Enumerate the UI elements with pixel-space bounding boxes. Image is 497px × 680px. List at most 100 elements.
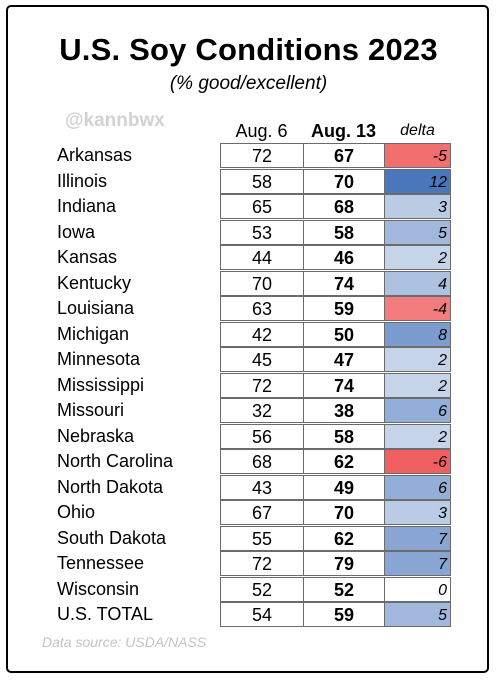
table-row: Minnesota 45 47 2: [0, 347, 497, 372]
aug13-value: 70: [303, 500, 385, 525]
table-row: Iowa 53 58 5: [0, 219, 497, 245]
column-header-delta: delta: [400, 122, 435, 139]
aug6-value: 43: [220, 474, 304, 500]
aug13-value: 74: [303, 270, 385, 296]
delta-value: -4: [384, 296, 451, 321]
delta-value: 6: [384, 398, 451, 423]
aug6-value: 56: [220, 423, 304, 449]
table-row: Ohio 67 70 3: [0, 500, 497, 525]
aug6-value: 70: [220, 270, 304, 296]
table-row: Nebraska 56 58 2: [0, 423, 497, 449]
delta-value: 7: [384, 551, 451, 576]
column-header-aug13: Aug. 13: [310, 121, 376, 141]
table-row: North Carolina 68 62 -6: [0, 449, 497, 474]
delta-value: 3: [384, 500, 451, 525]
delta-value: 5: [384, 219, 451, 245]
state-label: Missouri: [57, 400, 125, 420]
state-label: Wisconsin: [57, 578, 140, 599]
state-label: Indiana: [57, 196, 117, 216]
chart-title: U.S. Soy Conditions 2023: [59, 32, 438, 67]
column-header-aug6: Aug. 6: [235, 121, 288, 141]
state-label: Iowa: [57, 221, 96, 242]
aug13-value: 68: [303, 194, 385, 219]
aug13-value: 58: [303, 219, 385, 245]
aug6-value: 72: [220, 372, 304, 398]
state-label: Louisiana: [57, 298, 135, 318]
delta-value: 4: [384, 270, 451, 296]
aug6-value: 72: [220, 143, 304, 168]
aug13-value: 59: [303, 602, 385, 627]
state-label: Nebraska: [57, 425, 135, 446]
delta-value: -6: [384, 449, 451, 474]
aug6-value: 54: [220, 602, 304, 627]
state-label: Minnesota: [57, 349, 141, 369]
state-label: North Dakota: [57, 476, 164, 497]
aug13-value: 49: [303, 474, 385, 500]
delta-value: 5: [384, 602, 451, 627]
state-label: Ohio: [57, 502, 96, 522]
aug6-value: 32: [220, 398, 304, 423]
aug6-value: 68: [220, 449, 304, 474]
aug13-value: 62: [303, 525, 385, 551]
state-label: Kansas: [57, 247, 118, 267]
aug13-value: 38: [303, 398, 385, 423]
delta-value: 2: [384, 372, 451, 398]
delta-value: 3: [384, 194, 451, 219]
delta-value: 2: [384, 347, 451, 372]
delta-value: 2: [384, 423, 451, 449]
aug13-value: 67: [303, 143, 385, 168]
aug13-value: 74: [303, 372, 385, 398]
table-row: U.S. TOTAL 54 59 5: [0, 602, 497, 627]
delta-value: 7: [384, 525, 451, 551]
aug6-value: 53: [220, 219, 304, 245]
table-row: Mississippi 72 74 2: [0, 372, 497, 398]
card-frame: [6, 5, 489, 673]
table-row: Indiana 65 68 3: [0, 194, 497, 219]
aug6-value: 72: [220, 551, 304, 576]
aug13-value: 79: [303, 551, 385, 576]
aug6-value: 44: [220, 245, 304, 270]
table-row: Michigan 42 50 8: [0, 321, 497, 347]
aug6-value: 52: [220, 576, 304, 602]
delta-value: -5: [384, 143, 451, 168]
table-row: Tennessee 72 79 7: [0, 551, 497, 576]
delta-value: 0: [384, 576, 451, 602]
table-row: Wisconsin 52 52 0: [0, 576, 497, 602]
delta-value: 2: [384, 245, 451, 270]
data-source-note: Data source: USDA/NASS: [42, 634, 207, 650]
aug13-value: 70: [303, 168, 385, 194]
aug6-value: 45: [220, 347, 304, 372]
chart-subtitle: (% good/excellent): [169, 73, 328, 94]
table-row: Illinois 58 70 12: [0, 168, 497, 194]
aug13-value: 62: [303, 449, 385, 474]
aug13-value: 50: [303, 321, 385, 347]
state-label: Mississippi: [57, 374, 145, 395]
table-row: Kansas 44 46 2: [0, 245, 497, 270]
aug6-value: 55: [220, 525, 304, 551]
state-label: Kentucky: [57, 272, 132, 293]
aug13-value: 47: [303, 347, 385, 372]
delta-value: 8: [384, 321, 451, 347]
table-row: Louisiana 63 59 -4: [0, 296, 497, 321]
aug6-value: 67: [220, 500, 304, 525]
aug6-value: 65: [220, 194, 304, 219]
state-label: Arkansas: [57, 145, 133, 165]
state-label: North Carolina: [57, 451, 174, 471]
state-label: Michigan: [57, 323, 130, 344]
delta-value: 12: [384, 168, 451, 194]
state-label: U.S. TOTAL: [57, 604, 154, 624]
watermark: @kannbwx: [65, 110, 165, 131]
table-row: Missouri 32 38 6: [0, 398, 497, 423]
aug13-value: 59: [303, 296, 385, 321]
state-label: Illinois: [57, 170, 108, 191]
delta-value: 6: [384, 474, 451, 500]
table-row: North Dakota 43 49 6: [0, 474, 497, 500]
aug13-value: 58: [303, 423, 385, 449]
state-label: South Dakota: [57, 527, 167, 548]
state-label: Tennessee: [57, 553, 145, 573]
aug6-value: 42: [220, 321, 304, 347]
aug6-value: 58: [220, 168, 304, 194]
table-row: South Dakota 55 62 7: [0, 525, 497, 551]
table-row: Kentucky 70 74 4: [0, 270, 497, 296]
table-row: Arkansas 72 67 -5: [0, 143, 497, 168]
